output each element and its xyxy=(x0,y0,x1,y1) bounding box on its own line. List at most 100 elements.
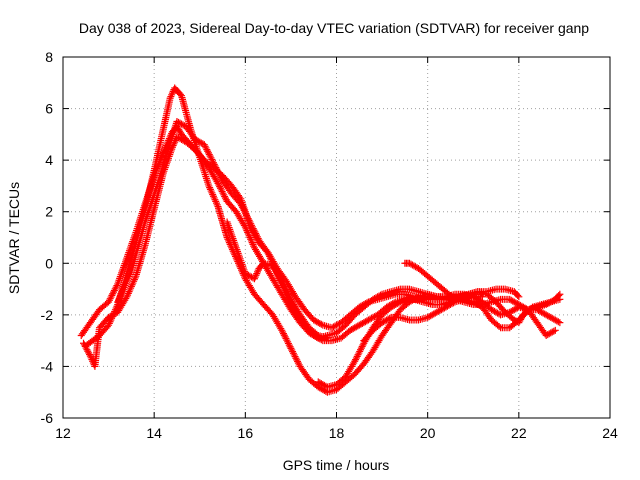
data-point xyxy=(241,208,249,216)
data-point xyxy=(211,196,219,204)
data-point xyxy=(328,324,336,332)
data-point xyxy=(206,184,214,192)
data-point xyxy=(287,344,295,352)
data-point xyxy=(248,223,256,231)
data-point xyxy=(252,271,260,279)
data-point xyxy=(112,283,120,291)
data-point xyxy=(363,299,371,307)
data-point xyxy=(86,352,94,360)
data-point xyxy=(247,235,255,243)
data-point xyxy=(545,299,553,307)
data-point xyxy=(412,263,420,271)
data-point xyxy=(108,312,116,320)
data-point xyxy=(85,349,93,357)
data-point xyxy=(204,149,212,157)
data-point xyxy=(443,302,451,310)
data-point xyxy=(475,301,483,309)
data-point xyxy=(205,151,213,159)
data-point xyxy=(489,307,497,315)
data-point xyxy=(250,226,258,234)
data-point xyxy=(550,315,558,323)
data-point xyxy=(357,302,365,310)
series-track-5 xyxy=(223,218,331,342)
data-point xyxy=(167,93,175,101)
data-point xyxy=(384,315,392,323)
data-point xyxy=(110,288,118,296)
data-point xyxy=(248,221,256,229)
data-point xyxy=(556,319,564,327)
data-point xyxy=(425,313,433,321)
data-point xyxy=(514,292,522,300)
data-point xyxy=(241,270,249,278)
data-point xyxy=(210,194,218,202)
data-point xyxy=(105,319,113,327)
data-point xyxy=(393,300,401,308)
data-point xyxy=(166,94,174,102)
data-point xyxy=(448,300,456,308)
x-axis-label: GPS time / hours xyxy=(283,457,390,473)
data-point xyxy=(320,381,328,389)
y-tick-label: 0 xyxy=(45,255,53,271)
data-point xyxy=(124,289,132,297)
data-point xyxy=(408,261,416,269)
data-point xyxy=(206,152,214,160)
data-point xyxy=(424,313,432,321)
data-point xyxy=(216,183,224,191)
data-point xyxy=(244,271,252,279)
data-point xyxy=(513,300,521,308)
data-point xyxy=(105,298,113,306)
data-point xyxy=(244,215,252,223)
y-tick-label: -6 xyxy=(41,410,54,426)
data-point xyxy=(221,192,229,200)
data-point xyxy=(215,181,223,189)
x-tick-labels: 12 14 16 18 20 22 24 xyxy=(55,425,618,441)
data-point xyxy=(84,347,92,355)
axis-ticks xyxy=(62,56,611,419)
data-point xyxy=(193,136,201,144)
data-point xyxy=(281,333,289,341)
data-point xyxy=(316,379,324,387)
data-point xyxy=(366,315,374,323)
data-point xyxy=(253,233,261,241)
data-point xyxy=(442,303,450,311)
data-point xyxy=(547,298,555,306)
data-point xyxy=(210,160,218,168)
data-point xyxy=(363,317,371,325)
data-point xyxy=(284,338,292,346)
data-point xyxy=(352,323,360,331)
data-point xyxy=(310,316,318,324)
data-point xyxy=(351,324,359,332)
data-point xyxy=(239,205,247,213)
data-point xyxy=(250,275,258,283)
data-point xyxy=(87,354,95,362)
data-point xyxy=(440,304,448,312)
data-point xyxy=(218,188,226,196)
data-point xyxy=(548,297,556,305)
data-point xyxy=(515,301,523,309)
data-point xyxy=(351,357,359,365)
data-point xyxy=(196,138,204,146)
series-track-8 xyxy=(360,295,564,345)
data-point xyxy=(178,136,186,144)
data-point xyxy=(471,299,479,307)
data-point xyxy=(128,281,136,289)
data-point xyxy=(130,277,138,285)
data-point xyxy=(294,359,302,367)
x-tick-label: 12 xyxy=(55,425,71,441)
data-point xyxy=(545,313,553,321)
data-point xyxy=(427,312,435,320)
data-point xyxy=(346,326,354,334)
data-point xyxy=(544,300,552,308)
data-point xyxy=(207,154,215,162)
data-point xyxy=(247,220,255,228)
data-point xyxy=(105,321,113,329)
data-point xyxy=(202,144,210,152)
data-point xyxy=(542,331,550,339)
data-point xyxy=(176,90,184,98)
data-point xyxy=(538,308,546,316)
chart-title: Day 038 of 2023, Sidereal Day-to-day VTE… xyxy=(79,20,589,36)
data-point xyxy=(123,293,131,301)
data-point xyxy=(495,322,503,330)
data-point xyxy=(238,202,246,210)
